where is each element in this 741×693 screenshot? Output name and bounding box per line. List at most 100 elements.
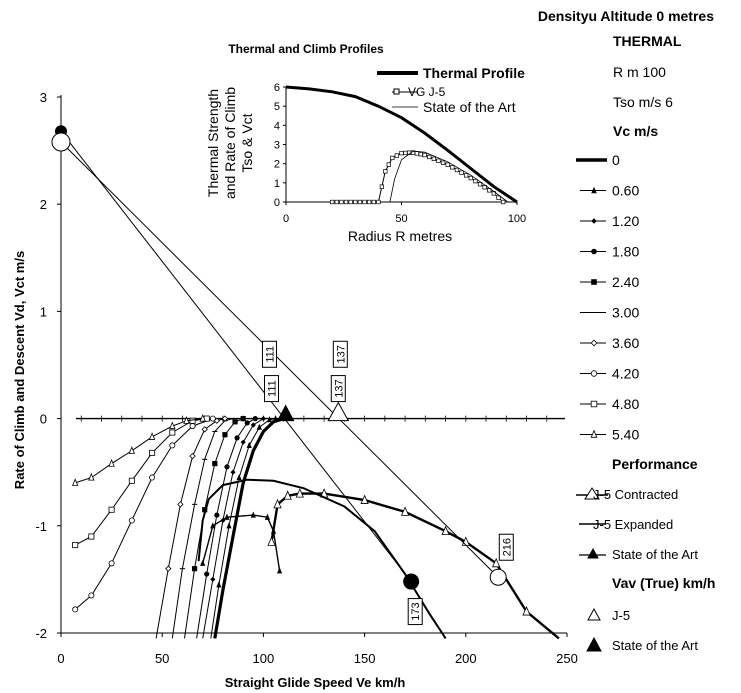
climb-curve-vc-3-00: [171, 418, 236, 639]
climb-curve-point: [240, 416, 246, 422]
inset-y-label-2: and Rate of Climb: [222, 87, 238, 199]
climb-curve-line: [75, 418, 203, 484]
vc-legend-marker: [591, 279, 597, 285]
inset-x-label: Radius R metres: [348, 228, 452, 244]
value-box: [498, 533, 514, 561]
vc-legend-item-1-80: 1.80: [580, 244, 639, 260]
climb-curve-point: [214, 512, 220, 518]
inset-y-tick-label: 1: [274, 178, 280, 190]
climb-curve-line: [196, 418, 256, 639]
inset-vg-j5-point: [454, 167, 460, 173]
climb-curve-point: [183, 416, 190, 424]
inset-legend-sota: State of the Art: [423, 99, 516, 115]
climb-curve-vc-1-20: [202, 416, 266, 639]
vav-legend-j5-label: J-5: [612, 608, 630, 623]
climb-curve-point: [252, 416, 258, 422]
x-tick-label: 0: [57, 651, 64, 666]
value-box-label: 216: [498, 533, 514, 561]
climb-curve-point: [169, 429, 176, 436]
inset-vg-j5-point: [477, 182, 483, 187]
vav-legend-j5: J-5: [587, 607, 630, 623]
inset-vg-j5-point: [383, 169, 388, 174]
inset-vg-j5-point: [427, 154, 432, 160]
y-tick-label: -2: [35, 626, 47, 641]
inset-y-tick-label: 5: [274, 101, 280, 113]
sota-vav-marker: [276, 404, 295, 422]
x-tick-label: 250: [556, 651, 578, 666]
climb-curve-point: [199, 413, 206, 422]
vc-legend-marker: [590, 370, 598, 377]
vc-legend-item-3-60: 3.60: [580, 335, 639, 351]
climb-curve-point: [202, 507, 208, 513]
sota-tangent-marker: [403, 573, 420, 590]
value-box-label: 137: [332, 340, 348, 368]
performance-curve-point: [264, 513, 271, 520]
inset-vg-j5-line: [332, 152, 504, 203]
y-tick-label: 1: [40, 304, 47, 319]
inset-vg-j5-point: [353, 199, 358, 205]
inset-vg-j5-point: [362, 199, 367, 205]
performance-curve-point: [400, 506, 410, 516]
inset-y-tick-label: 0: [274, 197, 280, 209]
value-box-label: 173: [407, 598, 423, 626]
tso-value: Tso m/s 6: [613, 94, 673, 110]
tangent-line-j-5: [60, 141, 499, 578]
thermal-heading: THERMAL: [613, 33, 682, 49]
climb-curve-point: [189, 423, 196, 430]
inset-sota-line: [389, 150, 509, 203]
inset-y-tick-label: 2: [274, 159, 280, 171]
inset-title: Thermal and Climb Profiles: [228, 42, 384, 56]
inset-vg-j5-point: [339, 199, 344, 205]
performance-curve-line: [202, 514, 281, 571]
value-box-text: 137: [335, 345, 347, 363]
performance-curve-point: [522, 606, 531, 616]
inset-vg-j5-point: [436, 158, 441, 163]
right-legend: Densityu Altitude 0 metres THERMAL R m 1…: [538, 8, 716, 653]
climb-curve-point: [189, 452, 196, 460]
perf-legend-sota-label: State of the Art: [612, 547, 698, 562]
climb-curve-point: [128, 477, 135, 484]
climb-curve-point: [72, 606, 79, 613]
vc-legend-label: 4.20: [612, 366, 639, 382]
inset-vg-j5-point: [330, 199, 335, 205]
climb-curve-point: [226, 522, 232, 529]
x-axis-label: Straight Glide Speed Ve km/h: [225, 675, 406, 690]
inset-vg-j5-point: [343, 199, 349, 205]
vc-legend-marker: [591, 186, 597, 194]
inset-vg-j5: [330, 150, 506, 205]
vc-legend-label: 2.40: [612, 274, 639, 290]
climb-curve-point: [250, 422, 256, 428]
performance-curve-point: [224, 513, 230, 520]
climb-curve-point: [222, 432, 228, 438]
inset-y-tick-label: 3: [274, 140, 280, 152]
value-box-label: 137: [330, 375, 346, 403]
inset-x-tick-label: 0: [283, 213, 289, 225]
climb-curve-point: [108, 506, 115, 513]
vc-legend-item-5-40: 5.40: [580, 427, 639, 443]
vc-legend-label: 1.80: [612, 244, 639, 260]
vc-legend-label: 3.60: [612, 335, 639, 351]
j5-vav-marker: [327, 401, 350, 422]
climb-curve-vc-0-60: [210, 415, 279, 639]
inset-vg-j5-point: [394, 153, 400, 158]
performance-curve-state-of-the-art: [200, 511, 283, 574]
tangent-lines: [60, 130, 499, 582]
inset-vg-j5-point: [379, 184, 385, 189]
x-tick-label: 100: [253, 651, 275, 666]
performance-curve-point: [273, 498, 282, 509]
x-tick-label: 150: [354, 651, 376, 666]
vc-legend-item-2-40: 2.40: [580, 274, 639, 290]
inset-vg-j5-point: [386, 162, 391, 167]
vc-legend-item-1-20: 1.20: [580, 213, 639, 229]
performance-curve-point: [283, 490, 292, 500]
inset-vg-j5-point: [399, 150, 404, 156]
vc-legend-label: 5.40: [612, 427, 639, 443]
climb-curve-vc-1-80: [196, 416, 258, 639]
vc-legend-item-3-00: 3.00: [580, 305, 639, 321]
climb-curve-point: [236, 473, 242, 481]
vc-legend-item-0: 0: [576, 152, 620, 168]
climb-curve-point: [266, 416, 273, 423]
vc-legend: 0 0.60 1.20 1.80 2.40 3.00 3.60 4.20 4.80 5.40: [576, 152, 639, 443]
climb-curve-line: [74, 418, 207, 546]
climb-curve-point: [224, 464, 230, 470]
